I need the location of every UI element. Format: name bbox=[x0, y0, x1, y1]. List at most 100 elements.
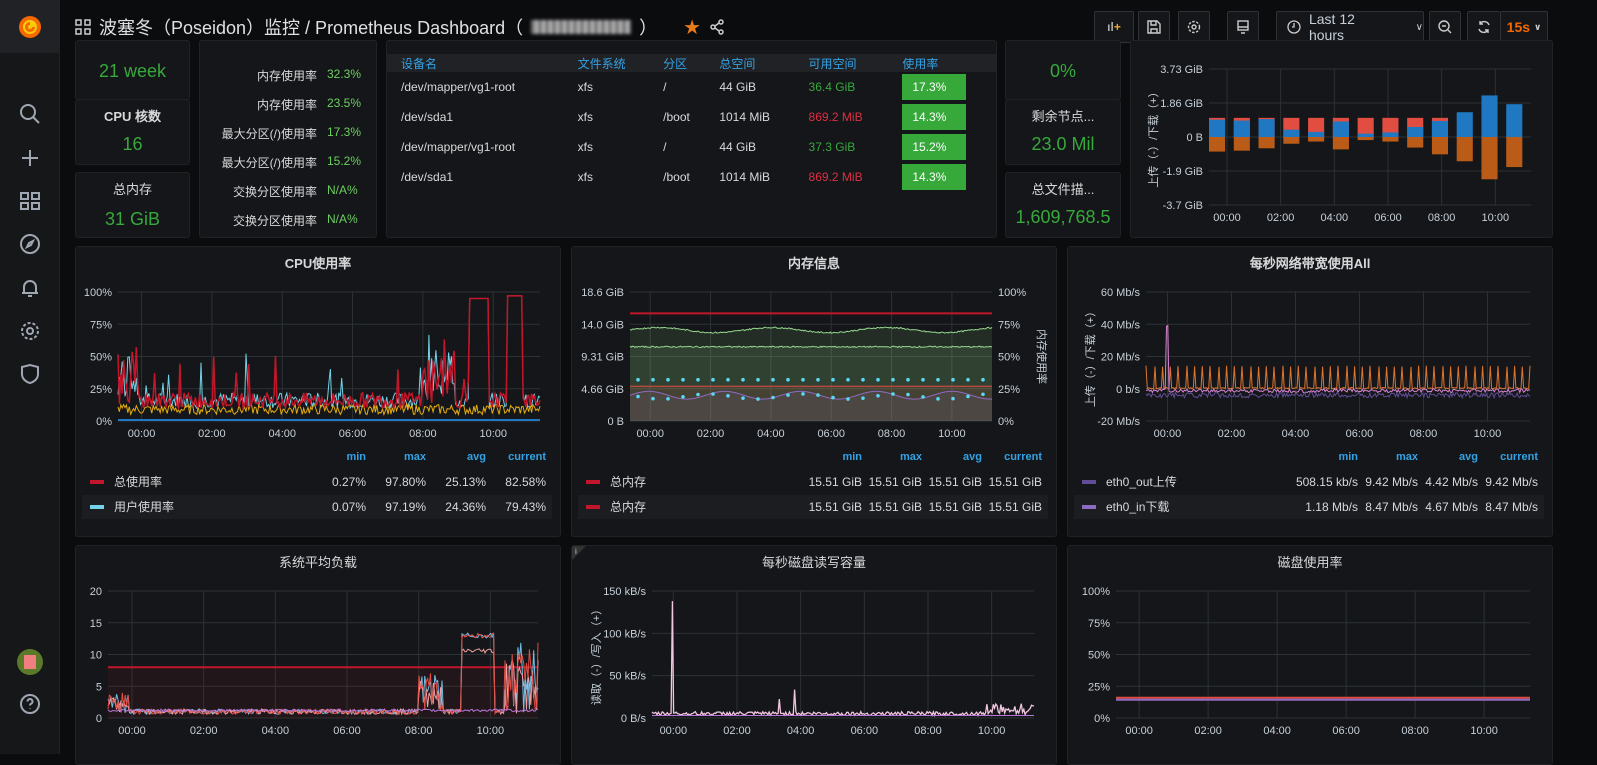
bar bbox=[1481, 95, 1498, 137]
network-total-panel: 3.73 GiB 1.86 GiB 0 B -1.9 GiB -3.7 GiB 00:00… bbox=[1130, 40, 1553, 238]
shield-icon[interactable] bbox=[18, 362, 42, 386]
redacted-host bbox=[531, 20, 632, 34]
usage-point bbox=[951, 377, 955, 382]
table-cell: 869.2 MiB bbox=[808, 110, 863, 124]
column-header[interactable]: 使用率 bbox=[888, 54, 996, 72]
y-tick-label: 100% bbox=[1082, 586, 1110, 598]
series-free bbox=[629, 390, 993, 400]
usage-value: N/A% bbox=[327, 183, 358, 197]
series-free-area bbox=[630, 391, 992, 421]
dashboard-title[interactable]: 波塞冬（Poseidon）监控 / Prometheus Dashboard（ ）… bbox=[75, 14, 725, 40]
x-tick-label: 00:00 bbox=[118, 725, 146, 737]
star-icon[interactable]: ★ bbox=[683, 16, 702, 39]
x-tick-label: 00:00 bbox=[1213, 212, 1241, 224]
file-descriptors-value: 1,609,768.5 bbox=[1015, 207, 1111, 227]
legend-min: 15.51 GiB bbox=[809, 500, 862, 514]
x-tick-label: 04:00 bbox=[1321, 212, 1349, 224]
series-load15 bbox=[107, 632, 539, 716]
x-tick-label: 02:00 bbox=[1267, 212, 1295, 224]
share-icon[interactable] bbox=[709, 19, 725, 35]
disk-table-panel: 设备名 文件系统 分区 总空间 可用空间 使用率/dev/mapper/vg1-root x… bbox=[386, 40, 997, 238]
x-tick-label: 10:00 bbox=[479, 428, 507, 440]
usage-item: 交换分区使用率 N/A% bbox=[233, 212, 361, 229]
compass-icon[interactable] bbox=[18, 232, 42, 256]
cpu-usage-panel: CPU使用率 100% 75% 50% 25% 0% 00:00 02:00 04:00 06:0… bbox=[75, 246, 561, 537]
cpu-cores-title: CPU 核数 bbox=[103, 109, 162, 124]
y2-tick-label: 25% bbox=[998, 384, 1020, 396]
plus-icon[interactable] bbox=[18, 146, 42, 170]
dashboards-icon[interactable] bbox=[18, 189, 42, 213]
y-tick-label: 50% bbox=[1088, 650, 1110, 662]
y-tick-label: 20 Mb/s bbox=[1101, 352, 1141, 364]
series-spikes bbox=[1145, 365, 1531, 390]
inodes-panel: 剩余节点... 23.0 Mil bbox=[1005, 99, 1121, 165]
bar bbox=[1233, 137, 1250, 151]
legend-max: 97.19% bbox=[385, 500, 426, 514]
usage-list-panel: 内存使用率 32.3% 内存使用率 23.5% 最大分区(/)使用率 17.3% 最大分区(… bbox=[199, 40, 377, 238]
table-cell: / bbox=[663, 140, 667, 154]
legend-current: 15.51 GiB bbox=[989, 475, 1042, 489]
bar bbox=[1258, 119, 1275, 137]
legend-avg: 4.67 Mb/s bbox=[1425, 500, 1478, 514]
panel-title: 系统平均负载 bbox=[278, 555, 357, 570]
table-cell: xfs bbox=[577, 110, 593, 124]
info-corner-icon[interactable]: i bbox=[572, 546, 586, 560]
sidebar bbox=[0, 0, 60, 754]
usage-point bbox=[981, 392, 985, 397]
usage-label: 最大分区(/)使用率 bbox=[221, 156, 317, 170]
search-icon[interactable] bbox=[18, 102, 42, 126]
help-icon[interactable] bbox=[18, 692, 42, 716]
x-tick-label: 06:00 bbox=[817, 428, 845, 440]
panel-title: 内存信息 bbox=[787, 256, 840, 271]
usage-point bbox=[786, 393, 790, 397]
column-header[interactable]: 分区 bbox=[649, 54, 706, 72]
legend-header: max bbox=[1396, 451, 1419, 463]
refresh-interval-picker[interactable]: 15s ∨ bbox=[1500, 11, 1548, 43]
network-bandwidth-chart: 60 Mb/s 40 Mb/s 20 Mb/s 0 b/s -20 Mb/s 00:00 0… bbox=[1074, 287, 1544, 519]
y-tick-label: 9.31 GiB bbox=[581, 352, 624, 364]
usage-value: N/A% bbox=[327, 212, 358, 226]
usage-point bbox=[786, 377, 790, 382]
save-button[interactable] bbox=[1138, 11, 1170, 43]
column-header[interactable]: 总空间 bbox=[705, 54, 795, 72]
legend-current: 9.42 Mb/s bbox=[1485, 475, 1538, 489]
gear-icon[interactable] bbox=[18, 319, 42, 343]
usage-label: 交换分区使用率 bbox=[232, 185, 317, 199]
x-tick-label: 08:00 bbox=[1428, 212, 1456, 224]
usage-badge: 15.2% bbox=[902, 134, 967, 160]
add-panel-button[interactable]: ıl+ bbox=[1094, 11, 1134, 43]
y2-tick-label: 75% bbox=[998, 319, 1020, 331]
refresh-button[interactable] bbox=[1467, 11, 1500, 43]
series-out bbox=[1145, 391, 1531, 400]
refresh-interval-label: 15s bbox=[1506, 19, 1531, 35]
settings-button[interactable] bbox=[1178, 11, 1210, 43]
usage-point bbox=[861, 377, 865, 382]
y-tick-label: 0% bbox=[96, 416, 112, 428]
x-tick-label: 06:00 bbox=[1332, 725, 1360, 737]
bell-icon[interactable] bbox=[18, 276, 42, 300]
y-tick-label: 25% bbox=[90, 384, 112, 396]
grafana-logo[interactable] bbox=[0, 0, 59, 53]
svg-text:i: i bbox=[575, 547, 577, 556]
x-tick-label: 06:00 bbox=[333, 725, 361, 737]
bar bbox=[1283, 137, 1300, 144]
legend-header: current bbox=[1500, 451, 1538, 463]
column-header[interactable]: 文件系统 bbox=[563, 54, 650, 72]
y2-tick-label: 100% bbox=[998, 287, 1026, 299]
refresh-icon bbox=[1478, 20, 1490, 34]
time-range-picker[interactable]: Last 12 hours ∨ bbox=[1276, 11, 1424, 43]
x-tick-label: 02:00 bbox=[723, 725, 751, 737]
usage-point bbox=[651, 396, 655, 401]
zoom-out-button[interactable] bbox=[1429, 11, 1461, 43]
column-header[interactable]: 可用空间 bbox=[794, 54, 889, 72]
y-tick-label: 3.73 GiB bbox=[1160, 64, 1203, 76]
column-header[interactable]: 设备名 bbox=[387, 54, 564, 72]
x-tick-label: 06:00 bbox=[1346, 428, 1374, 440]
legend-max: 8.47 Mb/s bbox=[1365, 500, 1418, 514]
tv-mode-button[interactable] bbox=[1227, 11, 1259, 43]
legend-header: avg bbox=[963, 451, 982, 463]
usage-point bbox=[741, 396, 745, 400]
usage-point bbox=[666, 377, 670, 382]
y-axis-label: 上传（-）/下载（+） bbox=[1147, 86, 1160, 187]
avatar[interactable] bbox=[17, 649, 43, 675]
